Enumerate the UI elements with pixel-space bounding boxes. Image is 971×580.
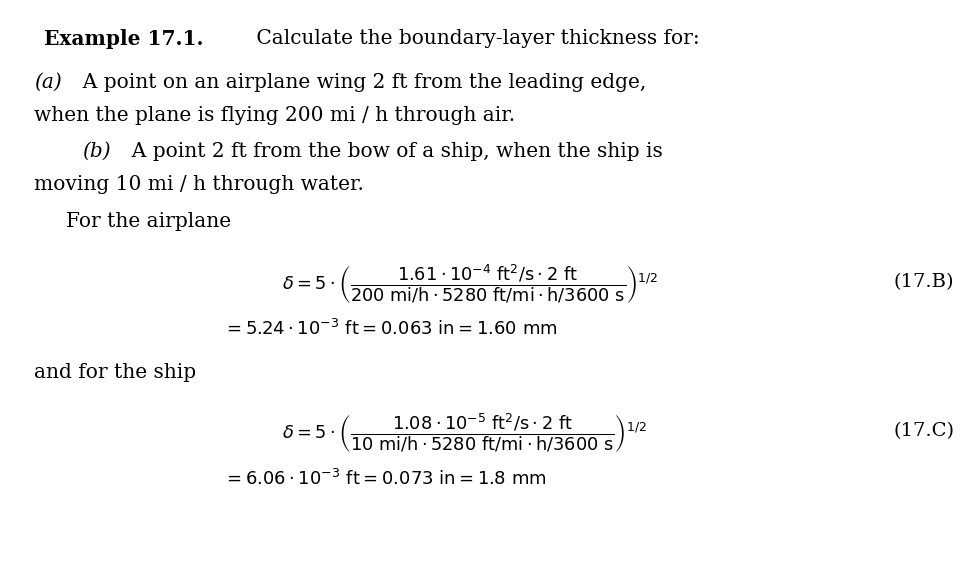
Text: (b): (b): [83, 142, 111, 161]
Text: A point 2 ft from the bow of a ship, when the ship is: A point 2 ft from the bow of a ship, whe…: [119, 142, 663, 161]
Text: Example 17.1.: Example 17.1.: [44, 29, 203, 49]
Text: $= 6.06 \cdot 10^{-3}\ \mathrm{ft} = 0.073\ \mathrm{in} = 1.8\ \mathrm{mm}$: $= 6.06 \cdot 10^{-3}\ \mathrm{ft} = 0.0…: [223, 469, 547, 489]
Text: $\delta = 5 \cdot \left(\dfrac{1.08 \cdot 10^{-5}\ \mathrm{ft^2/s} \cdot 2\ \mat: $\delta = 5 \cdot \left(\dfrac{1.08 \cdo…: [282, 412, 647, 455]
Text: (17.B): (17.B): [893, 273, 954, 291]
Text: A point on an airplane wing 2 ft from the leading edge,: A point on an airplane wing 2 ft from th…: [70, 72, 646, 92]
Text: (a): (a): [34, 72, 62, 92]
Text: For the airplane: For the airplane: [66, 212, 231, 231]
Text: $= 5.24 \cdot 10^{-3}\ \mathrm{ft} = 0.063\ \mathrm{in} = 1.60\ \mathrm{mm}$: $= 5.24 \cdot 10^{-3}\ \mathrm{ft} = 0.0…: [223, 319, 558, 339]
Text: moving 10 mi / h through water.: moving 10 mi / h through water.: [34, 175, 364, 194]
Text: $\delta = 5 \cdot \left(\dfrac{1.61 \cdot 10^{-4}\ \mathrm{ft^2/s} \cdot 2\ \mat: $\delta = 5 \cdot \left(\dfrac{1.61 \cdo…: [282, 262, 657, 306]
Text: (17.C): (17.C): [893, 422, 954, 440]
Text: Calculate the boundary-layer thickness for:: Calculate the boundary-layer thickness f…: [250, 29, 699, 48]
Text: and for the ship: and for the ship: [34, 362, 196, 382]
Text: when the plane is flying 200 mi / h through air.: when the plane is flying 200 mi / h thro…: [34, 106, 515, 125]
